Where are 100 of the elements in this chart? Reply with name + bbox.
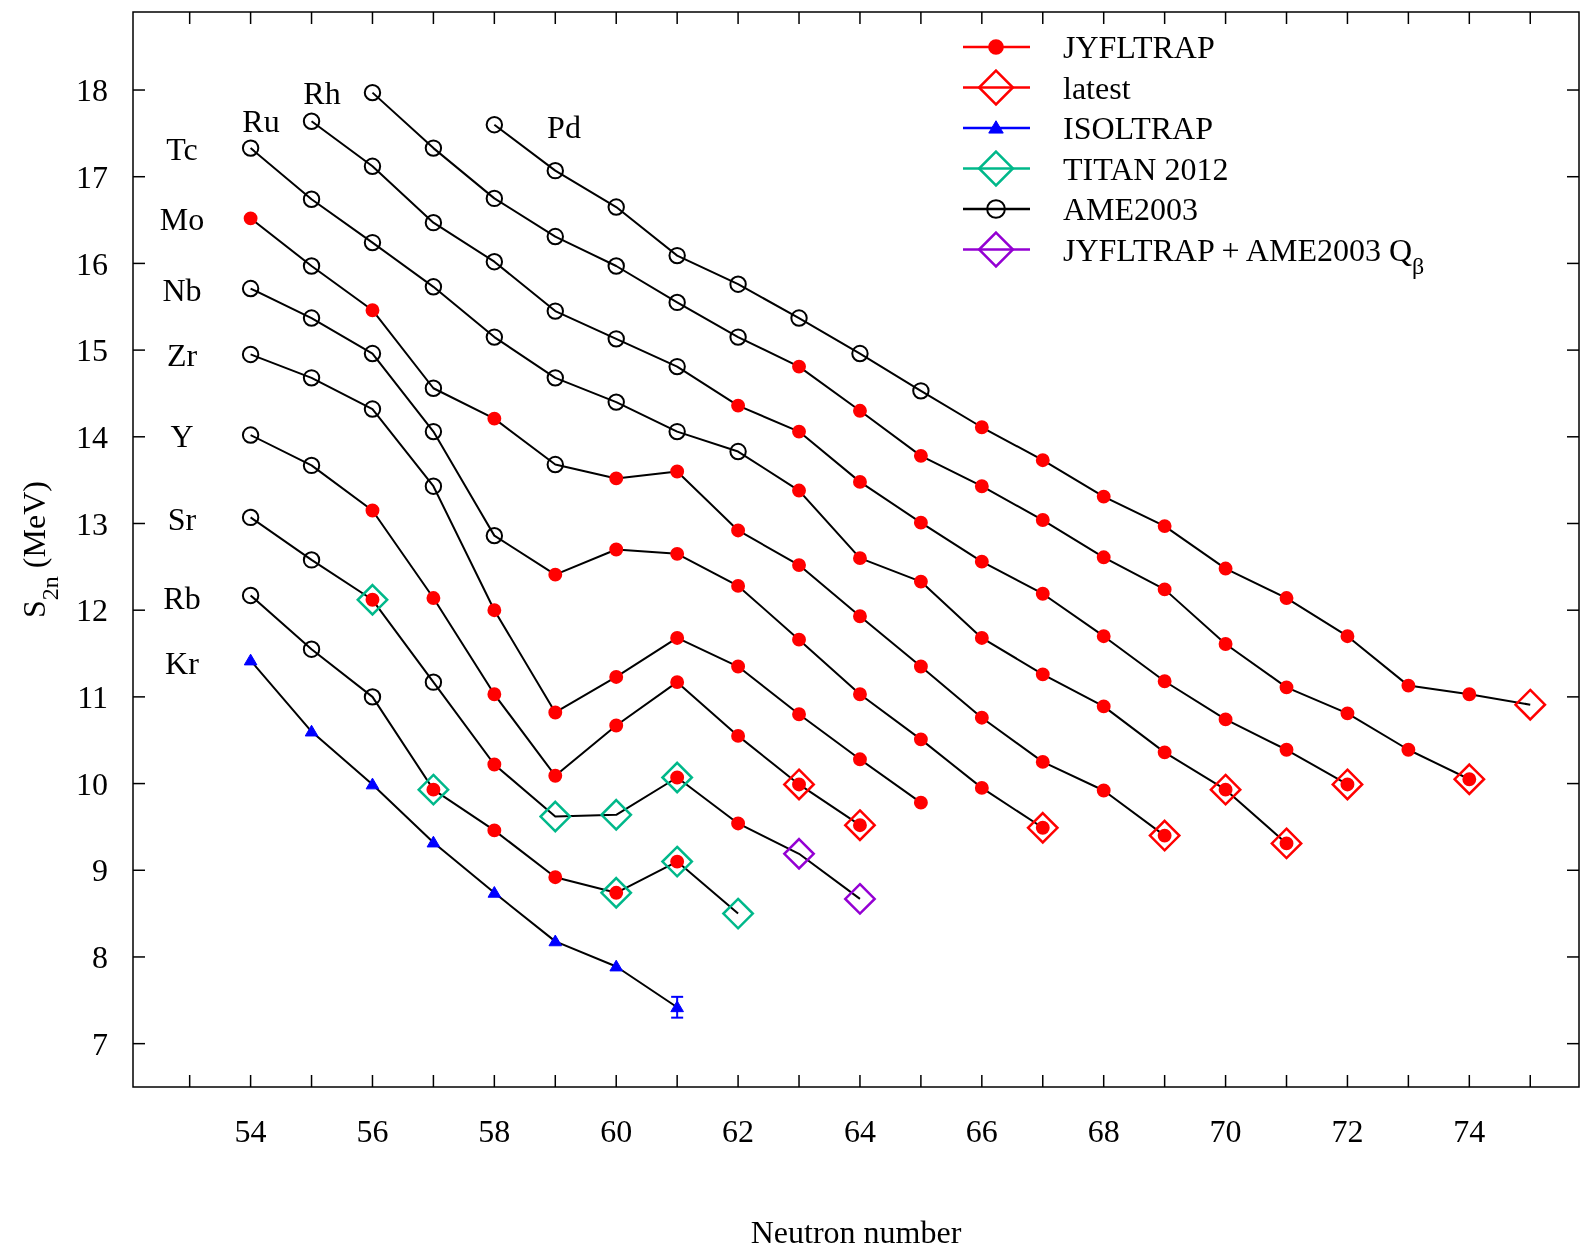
legend-label: JYFLTRAP + AME2003 Q$_{β}$ <box>1063 231 1425 279</box>
point <box>670 1000 684 1013</box>
point <box>363 400 382 418</box>
legend-label: AME2003 <box>1063 191 1199 228</box>
point <box>729 328 747 346</box>
x-tick-label: 64 <box>843 1113 876 1149</box>
point <box>1270 827 1303 860</box>
point <box>668 246 686 265</box>
point <box>302 456 321 475</box>
point <box>668 357 686 376</box>
point <box>241 279 260 298</box>
point <box>241 426 260 444</box>
point <box>783 768 815 801</box>
annotation: Kr <box>165 645 200 682</box>
point <box>539 800 572 833</box>
point <box>304 724 319 737</box>
point <box>607 330 625 348</box>
legend-label: TITAN 2012 <box>1063 150 1229 187</box>
point <box>241 345 260 364</box>
point <box>302 257 321 275</box>
point <box>668 422 686 441</box>
y-tick-label: 10 <box>76 765 108 802</box>
point <box>790 309 808 327</box>
x-tick-label: 66 <box>965 1113 998 1149</box>
x-tick-label: 70 <box>1209 1113 1242 1149</box>
point <box>363 83 382 102</box>
y-tick-label: 11 <box>77 679 108 716</box>
point <box>485 526 504 545</box>
point <box>485 252 504 271</box>
point <box>661 761 694 794</box>
y-tick-label: 17 <box>76 158 108 195</box>
point <box>485 328 504 346</box>
point <box>1209 773 1242 806</box>
point <box>363 688 382 706</box>
x-tick-label: 62 <box>722 1113 755 1149</box>
annotation: Tc <box>166 131 198 168</box>
point <box>722 897 755 930</box>
annotation: Y <box>170 418 194 455</box>
x-tick-label: 54 <box>234 1113 267 1149</box>
point <box>1026 811 1059 844</box>
point <box>851 344 869 363</box>
point <box>241 508 260 527</box>
point <box>546 369 564 387</box>
x-axis-title: Neutron number <box>750 1214 962 1250</box>
point <box>609 959 624 972</box>
point <box>607 198 625 216</box>
point <box>243 653 258 666</box>
point <box>424 139 443 157</box>
annotation: Nb <box>162 272 202 309</box>
y-tick-label: 18 <box>76 72 108 109</box>
point <box>783 837 815 870</box>
y-tick-label: 7 <box>92 1025 108 1062</box>
point <box>417 773 450 806</box>
point <box>844 809 876 842</box>
point <box>302 112 321 130</box>
annotation: Rb <box>163 580 201 617</box>
point <box>546 227 564 246</box>
annotation: Rh <box>303 75 341 112</box>
point <box>424 278 443 296</box>
point <box>546 161 564 180</box>
point <box>241 139 260 157</box>
point <box>424 379 443 397</box>
x-tick-label: 56 <box>356 1113 389 1149</box>
point <box>607 257 625 275</box>
point <box>424 673 443 691</box>
legend-label: ISOLTRAP <box>1063 110 1213 147</box>
legend-label: latest <box>1063 69 1131 106</box>
annotation: Sr <box>167 501 197 538</box>
point <box>363 344 382 363</box>
point <box>424 477 443 495</box>
point <box>302 369 321 387</box>
y-tick-label: 14 <box>76 419 108 455</box>
point <box>424 422 443 441</box>
point <box>363 233 382 252</box>
annotation: Ru <box>242 103 280 140</box>
point <box>365 777 380 790</box>
y-tick-label: 9 <box>92 852 108 889</box>
point <box>548 934 563 947</box>
point <box>356 583 389 616</box>
point <box>844 882 876 915</box>
legend-label: JYFLTRAP <box>1063 29 1215 66</box>
annotation: Mo <box>159 201 205 238</box>
y-tick-label: 16 <box>76 245 108 282</box>
point <box>485 116 504 134</box>
point <box>912 382 930 400</box>
point <box>600 798 633 831</box>
point <box>363 157 382 176</box>
x-tick-label: 68 <box>1087 1113 1120 1149</box>
point <box>1331 768 1364 801</box>
x-tick-label: 74 <box>1453 1113 1486 1149</box>
y-tick-label: 8 <box>92 939 108 976</box>
y-tick-label: 12 <box>76 592 108 629</box>
point <box>302 190 321 208</box>
point <box>607 393 625 411</box>
x-tick-label: 72 <box>1331 1113 1364 1149</box>
point <box>600 876 633 909</box>
point <box>241 586 260 605</box>
point <box>302 640 321 658</box>
point <box>668 293 686 312</box>
point <box>424 213 443 232</box>
